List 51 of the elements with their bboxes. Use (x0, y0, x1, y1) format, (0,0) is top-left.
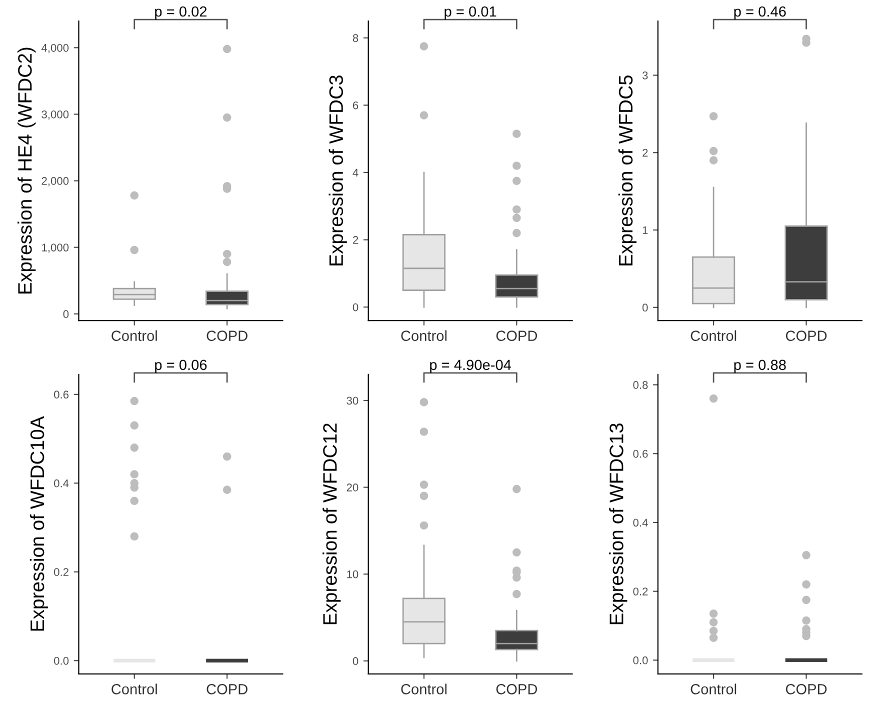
x-tick-label: Control (112, 684, 157, 694)
x-tick-label: COPD (496, 684, 538, 694)
y-axis-title: Expression of WFDC10A (30, 416, 48, 631)
y-tick-label: 0 (352, 303, 358, 312)
text: p = 0.06 (155, 360, 207, 373)
text: p = 0.01 (444, 6, 496, 20)
x-tick-label: COPD (786, 684, 827, 694)
y-tick-label: 20 (346, 484, 358, 492)
text: p = 0.88 (734, 360, 786, 373)
text: p = 0.02 (155, 6, 207, 20)
y-tick-label: 8 (352, 34, 358, 42)
y-tick-label: 0.0 (54, 656, 69, 665)
y-tick-label: 10 (347, 570, 358, 578)
y-tick-label: 2,000 (42, 177, 69, 186)
text: p = 4.90e-04 (430, 360, 512, 373)
x-tick-label: Control (690, 684, 736, 694)
y-tick-label: 2 (642, 148, 648, 157)
y-tick-label: 3,000 (42, 110, 69, 120)
y-tick-label: 0.8 (633, 381, 648, 389)
y-tick-label: 0.2 (54, 568, 68, 576)
text: p = 0.46 (734, 6, 786, 20)
x-tick-label: COPD (206, 684, 248, 694)
x-tick-label: Control (401, 684, 446, 694)
y-tick-label: 0.6 (633, 450, 648, 458)
y-tick-label: 4,000 (41, 44, 69, 54)
y-tick-label: 0.4 (633, 518, 648, 527)
y-tick-label: 0 (63, 310, 69, 318)
y-axis-title: Expression of WFDC5 (618, 75, 636, 266)
y-axis-title: Expression of WFDC12 (322, 424, 341, 624)
x-tick-label: Control (690, 330, 736, 341)
y-axis-title: Expression of WFDC3 (328, 75, 347, 266)
x-tick-label: COPD (496, 330, 538, 341)
y-tick-label: 0.4 (54, 479, 69, 488)
y-tick-label: 6 (353, 101, 358, 110)
y-tick-label: 0 (352, 657, 358, 666)
x-tick-label: COPD (206, 330, 248, 341)
y-tick-label: 0.0 (633, 656, 648, 664)
y-tick-label: 30 (346, 396, 358, 405)
y-tick-label: 1,000 (42, 244, 69, 253)
y-tick-label: 0 (642, 304, 648, 312)
y-tick-label: 0.2 (633, 588, 648, 596)
x-tick-label: Control (112, 330, 157, 341)
y-tick-label: 1 (642, 226, 648, 234)
y-tick-label: 3 (642, 71, 648, 80)
y-axis-title: Expression of HE4 (WFDC2) (18, 48, 36, 294)
y-tick-label: 2 (353, 236, 358, 244)
y-axis-title: Expression of WFDC13 (609, 423, 628, 624)
x-tick-label: Control (401, 330, 446, 341)
x-tick-label: COPD (786, 330, 827, 341)
y-tick-label: 0.6 (54, 390, 69, 399)
y-tick-label: 4 (352, 168, 358, 177)
